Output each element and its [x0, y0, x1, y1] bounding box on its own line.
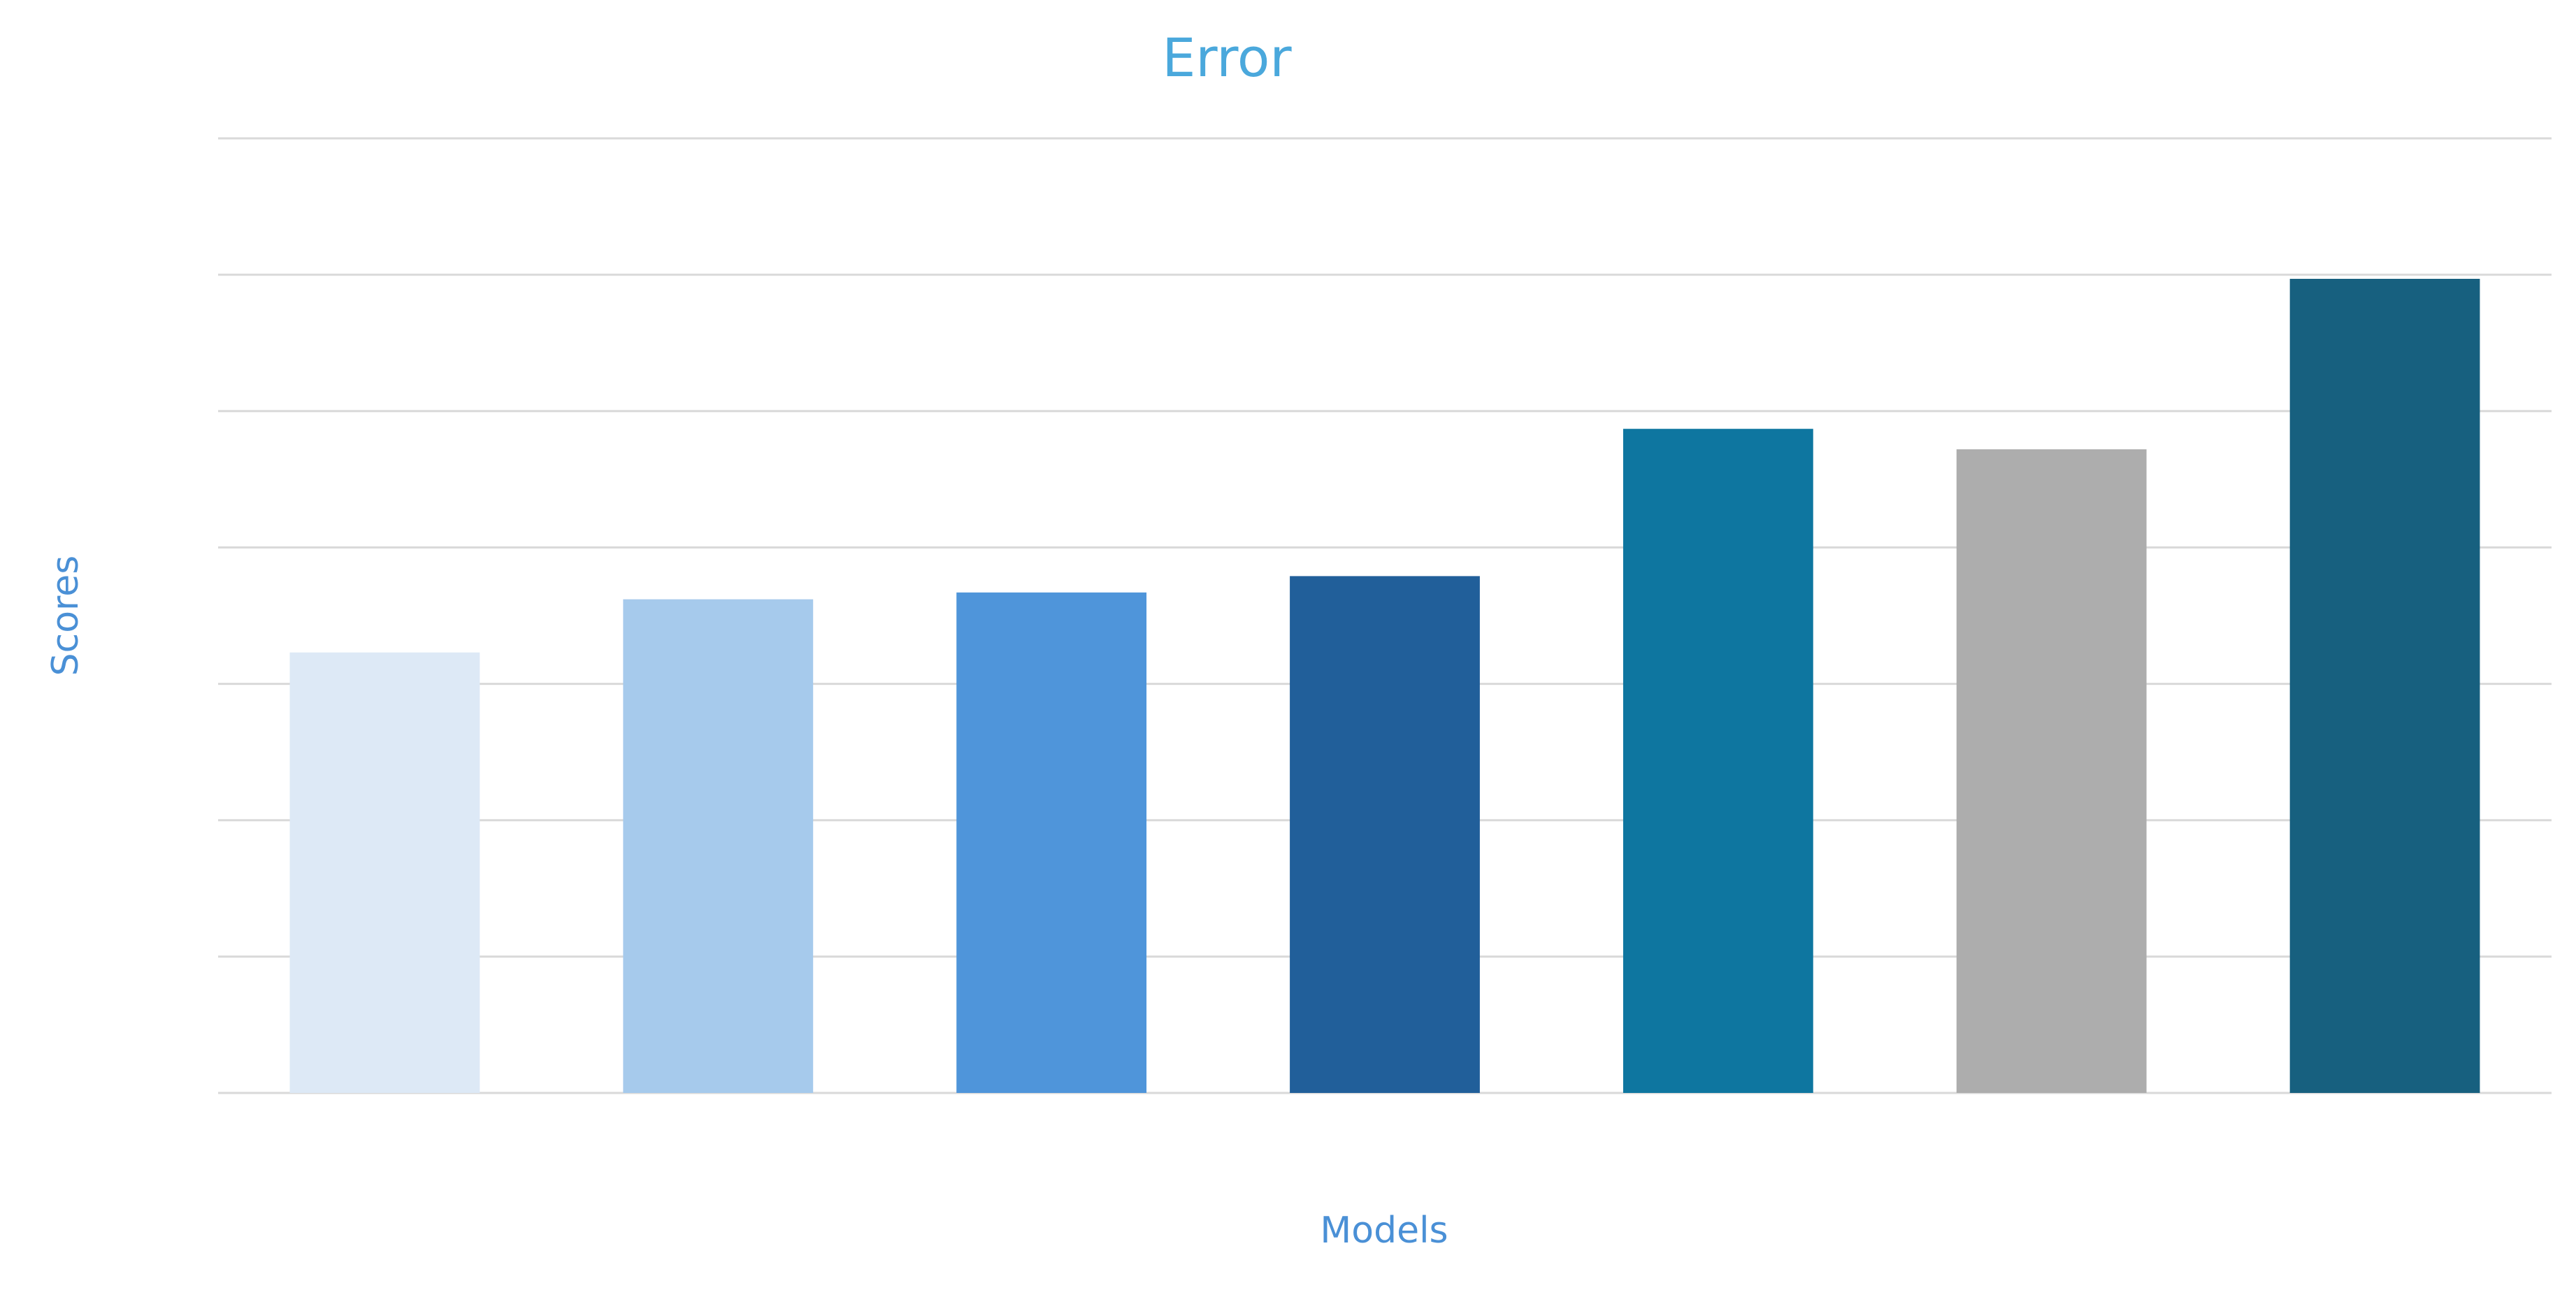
chart-title: Error — [1162, 27, 1292, 89]
bar — [1290, 576, 1480, 1093]
x-axis-label: Models — [1320, 1210, 1448, 1252]
bar — [623, 599, 814, 1093]
bar — [289, 652, 480, 1093]
bar — [1622, 428, 1813, 1093]
y-axis-label: Scores — [45, 556, 87, 676]
bar — [1956, 449, 2147, 1093]
bar — [956, 592, 1147, 1093]
bar — [2289, 278, 2480, 1094]
